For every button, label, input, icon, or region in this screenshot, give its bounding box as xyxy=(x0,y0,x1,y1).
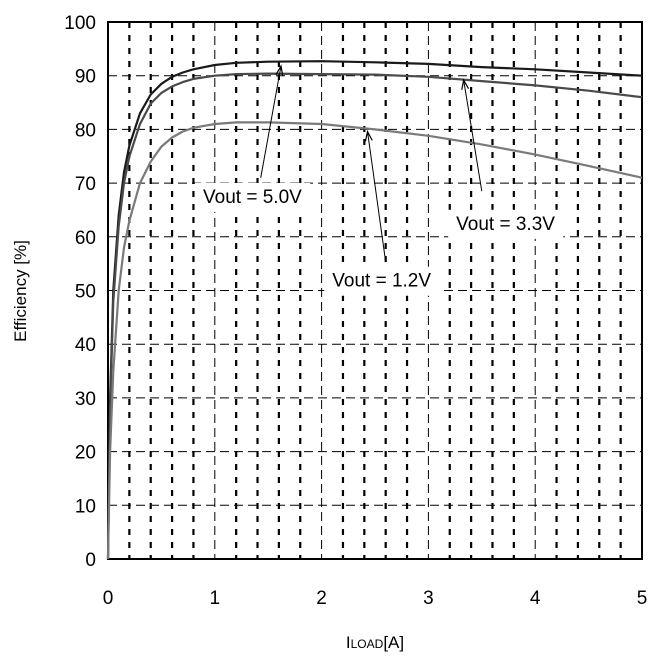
y-tick-label: 30 xyxy=(75,389,96,410)
annotation-arrowhead-1 xyxy=(461,78,470,90)
x-tick-label: 4 xyxy=(530,588,541,609)
y-tick-labels: 0 10 20 30 40 50 60 70 80 90 100 xyxy=(64,13,96,571)
x-axis-label-unit: [A] xyxy=(383,633,404,652)
annotation-label-1: Vout = 3.3V xyxy=(456,214,555,235)
y-tick-label: 70 xyxy=(75,174,96,195)
annotation-label-bg-2 xyxy=(324,266,440,296)
x-axis-label-main: I xyxy=(346,633,351,652)
plot-frame xyxy=(107,21,643,560)
annotation-label-0: Vout = 5.0V xyxy=(203,187,302,208)
annotation-arrow-0 xyxy=(260,65,282,178)
y-tick-label: 50 xyxy=(75,282,96,303)
x-tick-label: 3 xyxy=(423,588,434,609)
y-tick-label: 0 xyxy=(85,550,96,571)
annotation-layer: Vout = 5.0V Vout = 3.3V Vout = 1.2V xyxy=(195,64,564,296)
x-tick-label: 2 xyxy=(316,588,327,609)
series-line-0 xyxy=(106,60,643,560)
series-line-2 xyxy=(106,121,643,560)
y-tick-label: 90 xyxy=(75,67,96,88)
minor-grid xyxy=(128,22,622,559)
annotation-arrow-1 xyxy=(463,79,483,192)
y-tick-label: 60 xyxy=(75,228,96,249)
annotation-label-2: Vout = 1.2V xyxy=(332,271,431,292)
annotation-arrow-2 xyxy=(367,131,387,263)
x-tick-label: 1 xyxy=(210,588,221,609)
series-layer xyxy=(106,60,643,560)
y-tick-label: 80 xyxy=(75,120,96,141)
y-tick-label: 10 xyxy=(75,496,96,517)
y-tick-label: 40 xyxy=(75,335,96,356)
x-tick-label: 5 xyxy=(637,588,648,609)
series-line-1 xyxy=(106,72,643,560)
y-tick-label: 100 xyxy=(64,13,96,34)
y-axis-label: Efficiency [%] xyxy=(11,240,30,342)
annotation-arrowhead-2 xyxy=(364,129,373,142)
x-axis-label-subscript: LOAD xyxy=(351,637,384,651)
x-tick-labels: 0 1 2 3 4 5 xyxy=(103,588,648,609)
x-axis-label: ILOAD[A] xyxy=(346,633,404,652)
x-tick-label: 0 xyxy=(103,588,114,609)
y-tick-label: 20 xyxy=(75,443,96,464)
annotation-label-bg-1 xyxy=(448,209,564,239)
annotation-label-bg-0 xyxy=(195,182,311,212)
annotation-arrowhead-0 xyxy=(275,64,284,76)
